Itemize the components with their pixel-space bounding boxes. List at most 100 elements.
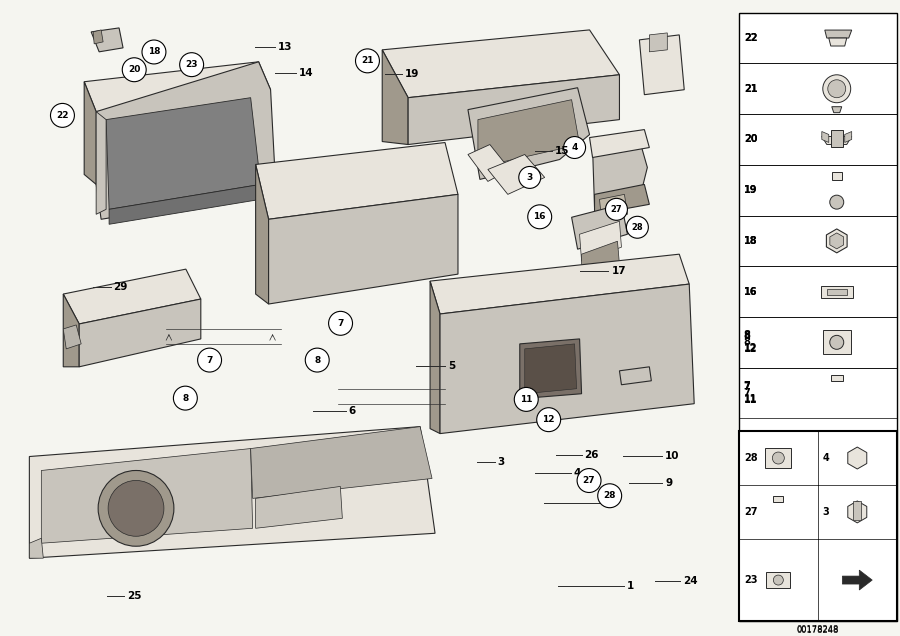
Circle shape [198,348,221,372]
Polygon shape [580,221,621,261]
Polygon shape [650,33,667,52]
Circle shape [563,137,586,158]
Circle shape [514,387,538,411]
Polygon shape [94,30,104,44]
Text: 8: 8 [182,394,188,403]
Polygon shape [824,30,851,38]
Text: 29: 29 [113,282,128,291]
Polygon shape [832,172,842,180]
Polygon shape [639,35,684,95]
Text: 22: 22 [743,33,757,43]
Polygon shape [821,286,852,298]
Polygon shape [79,299,201,367]
Polygon shape [525,344,577,394]
Polygon shape [823,330,850,354]
Text: 8: 8 [314,356,320,364]
Text: 3: 3 [498,457,505,467]
Text: 3: 3 [823,507,830,517]
Circle shape [626,216,648,238]
Polygon shape [440,284,694,434]
Polygon shape [268,195,458,304]
Circle shape [828,80,846,98]
Text: 21: 21 [361,57,374,66]
Text: 26: 26 [585,450,599,460]
Polygon shape [829,38,847,46]
Polygon shape [831,130,842,148]
Text: 1: 1 [626,581,634,591]
Polygon shape [85,82,96,184]
Polygon shape [572,204,627,249]
Text: 28: 28 [603,491,616,501]
Text: 22: 22 [743,33,757,43]
Text: 7: 7 [743,381,751,391]
Polygon shape [382,30,619,98]
Text: 4: 4 [823,453,830,463]
Text: 6: 6 [348,406,356,416]
Text: 27: 27 [582,476,596,485]
Polygon shape [765,448,791,468]
Polygon shape [96,112,106,214]
Text: 8: 8 [743,330,751,340]
Circle shape [830,195,843,209]
Polygon shape [773,496,783,502]
Polygon shape [96,62,275,219]
Polygon shape [822,132,829,142]
Text: 7: 7 [743,388,751,398]
Polygon shape [842,570,872,590]
Text: 22: 22 [56,111,68,120]
Text: 20: 20 [743,134,757,144]
Text: 9: 9 [665,478,672,488]
Text: 7: 7 [206,356,212,364]
Text: 15: 15 [555,146,570,156]
Polygon shape [848,501,867,523]
Text: 5: 5 [448,361,455,371]
Polygon shape [581,241,619,277]
Polygon shape [430,281,440,434]
Circle shape [98,471,174,546]
Text: 27: 27 [610,205,622,214]
Circle shape [577,469,601,492]
Polygon shape [826,229,847,253]
Text: 00178248: 00178248 [796,626,839,635]
Polygon shape [85,62,271,112]
Circle shape [527,205,552,229]
Polygon shape [63,294,79,367]
Circle shape [328,312,353,335]
Circle shape [772,452,784,464]
Polygon shape [468,144,509,181]
Polygon shape [599,195,627,219]
Polygon shape [590,130,650,158]
Text: 16: 16 [743,287,757,296]
Circle shape [518,167,541,188]
Circle shape [823,75,850,102]
Polygon shape [256,142,458,219]
Text: 16: 16 [534,212,546,221]
Text: 12: 12 [743,344,757,354]
Text: 7: 7 [338,319,344,328]
Polygon shape [831,375,842,381]
Polygon shape [853,501,861,520]
Polygon shape [478,100,580,167]
Text: 19: 19 [743,185,757,195]
Bar [739,13,896,621]
Polygon shape [91,28,123,52]
Polygon shape [63,269,201,324]
Text: 19: 19 [405,69,419,78]
Text: 18: 18 [743,236,758,246]
Text: 23: 23 [743,575,757,585]
Circle shape [305,348,329,372]
Polygon shape [63,325,81,349]
Polygon shape [767,572,790,588]
Text: 21: 21 [743,84,757,93]
Circle shape [598,484,622,508]
Text: 23: 23 [185,60,198,69]
Polygon shape [430,254,689,314]
Text: 12: 12 [743,343,757,354]
Polygon shape [845,132,851,142]
Text: 20: 20 [743,134,757,144]
Text: 4: 4 [572,143,578,152]
Text: 8: 8 [743,337,751,347]
Text: 10: 10 [665,452,680,462]
Text: 17: 17 [611,266,626,276]
Text: 21: 21 [743,84,757,93]
